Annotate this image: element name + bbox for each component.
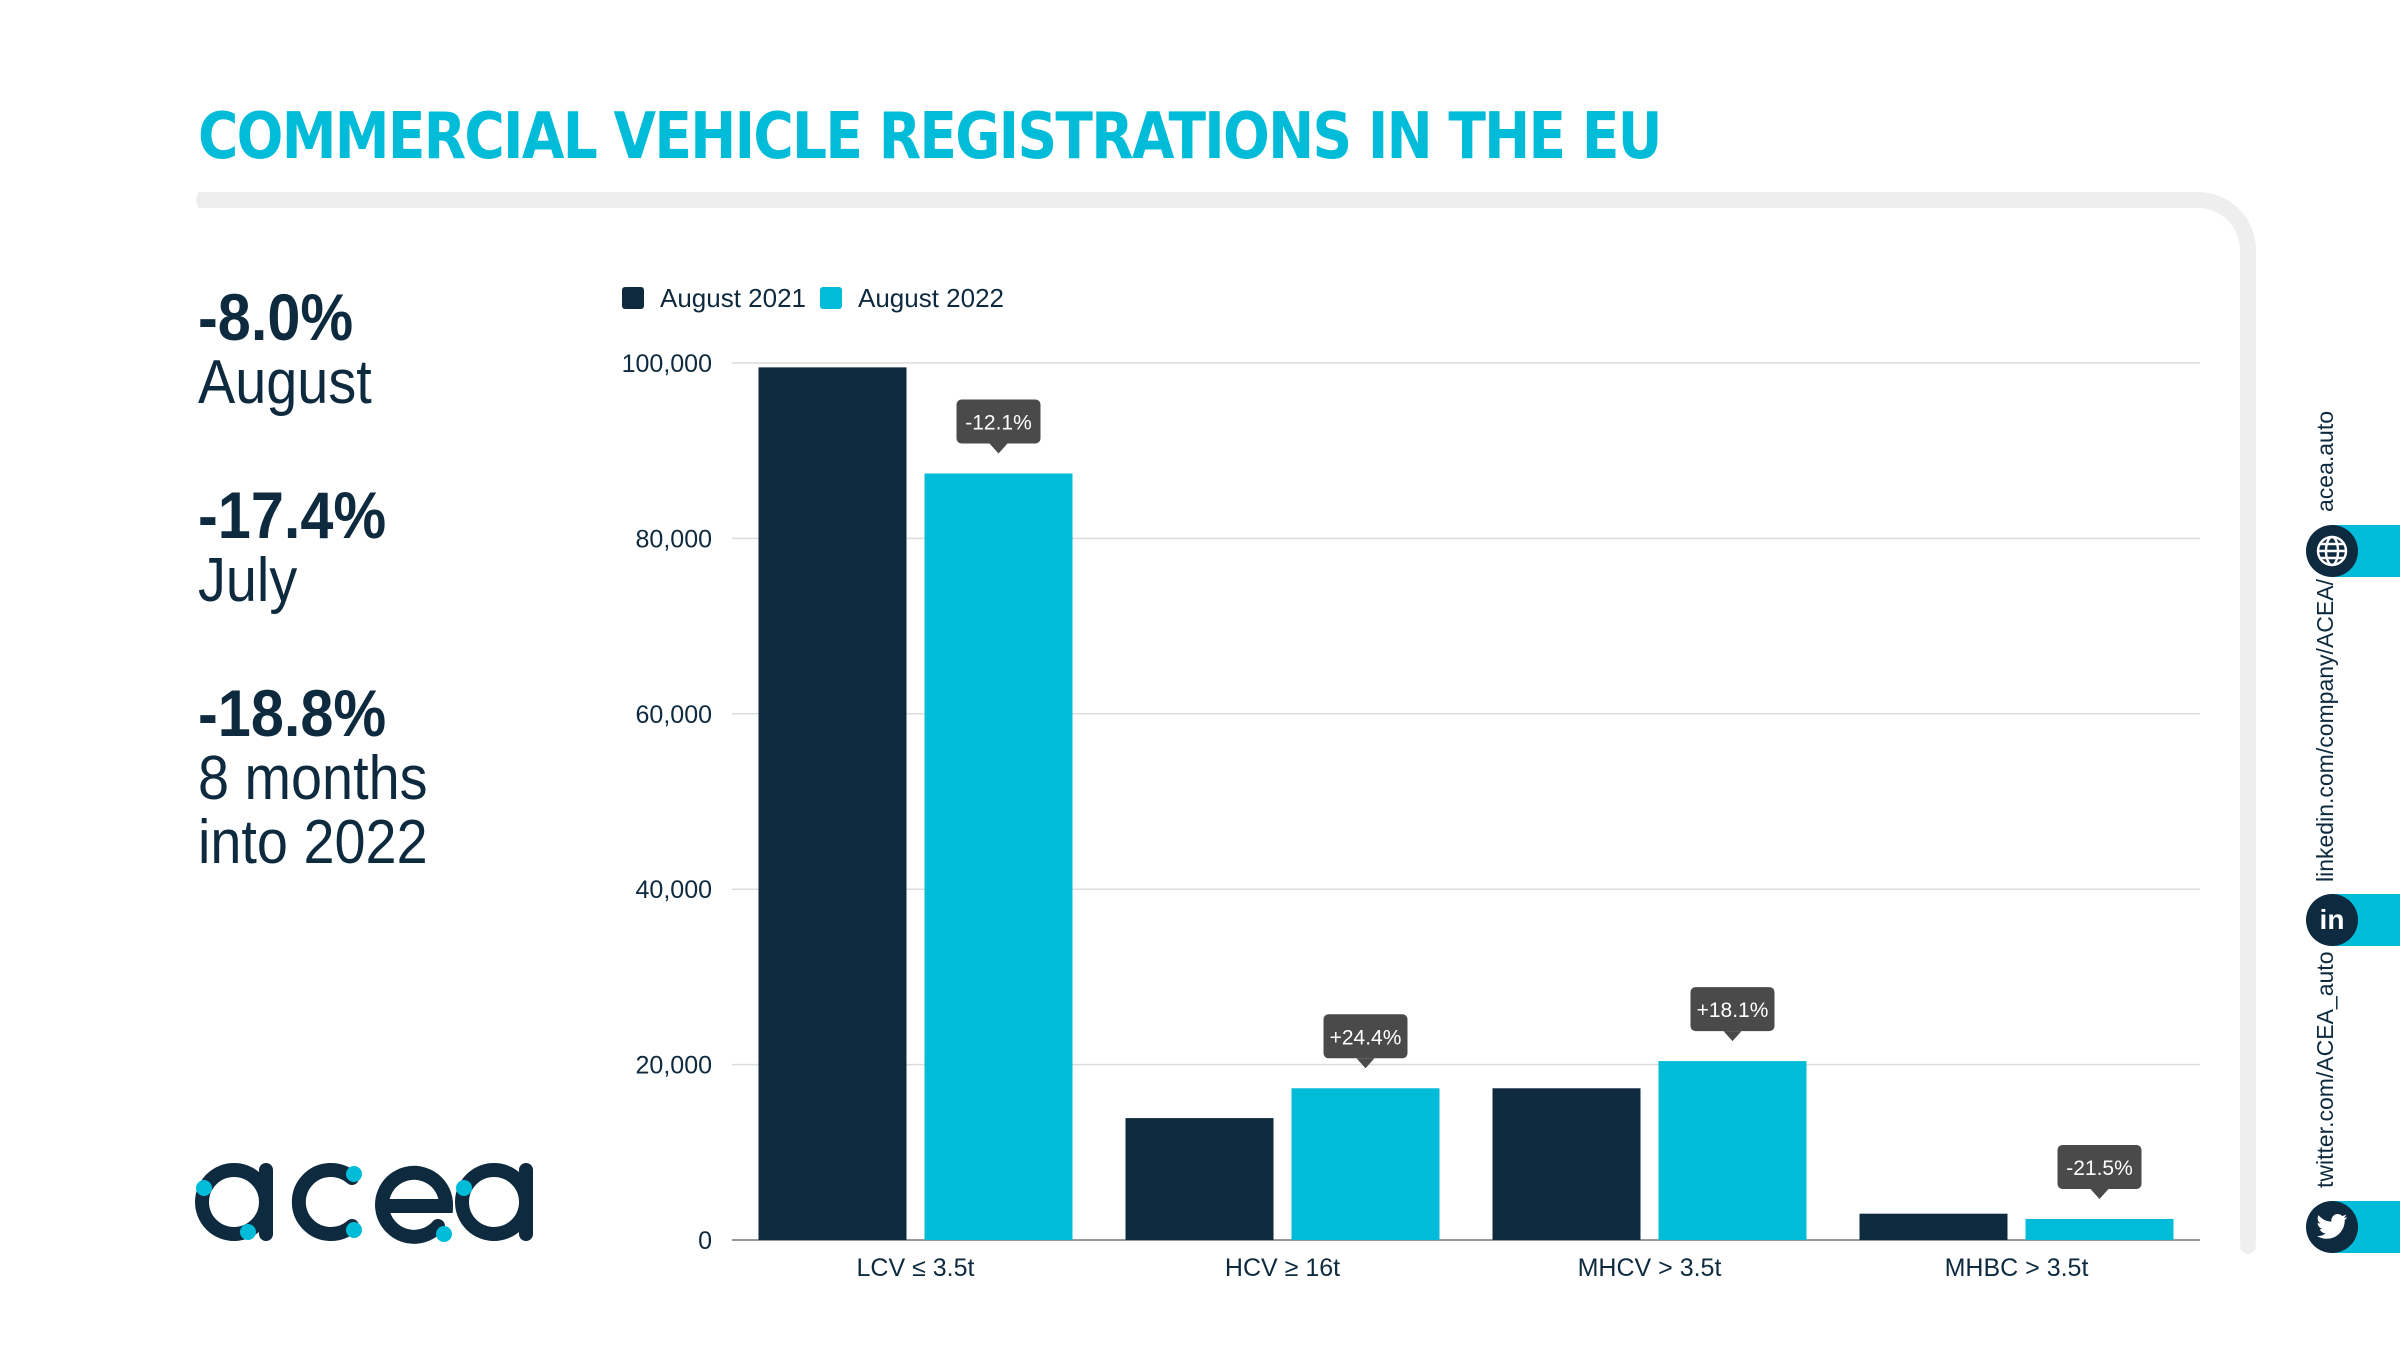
change-badge-box-3 xyxy=(2057,1144,2142,1189)
stat-august: -8.0% August xyxy=(198,284,391,414)
chart-legend: August 2021 August 2022 xyxy=(622,283,1004,313)
stat-ytd-label: 8 months xyxy=(198,744,428,813)
x-tick-label-0: LCV ≤ 3.5t xyxy=(857,1254,975,1282)
y-tick-label-1: 20,000 xyxy=(636,1052,712,1080)
stat-july-percent: -17.4% xyxy=(198,478,387,552)
legend-label-august-2022: August 2022 xyxy=(858,283,1004,313)
twitter-icon[interactable] xyxy=(2306,1201,2358,1253)
stat-ytd: -18.8% 8 months into 2022 xyxy=(198,680,453,874)
change-badge-2: +18.1% xyxy=(1690,987,1775,1042)
y-tick-label-4: 80,000 xyxy=(636,525,712,553)
change-badge-text-0: -12.1% xyxy=(965,412,1032,435)
change-badge-1: +24.4% xyxy=(1323,1014,1408,1069)
y-tick-label-3: 60,000 xyxy=(636,701,712,729)
stat-august-percent: -8.0% xyxy=(198,280,354,354)
change-badge-pointer-1 xyxy=(1356,1058,1375,1069)
change-badges: -12.1% +24.4% +18.1% -21.5% xyxy=(956,399,2142,1199)
change-badge-text-1: +24.4% xyxy=(1330,1026,1402,1049)
twitter-text[interactable]: twitter.com/ACEA_auto xyxy=(2312,951,2338,1189)
y-axis-ticks: 0 20,000 40,000 60,000 80,000 100,000 xyxy=(622,350,712,1255)
y-tick-label-5: 100,000 xyxy=(622,350,712,378)
stat-july-label: July xyxy=(198,546,298,615)
content-frame xyxy=(198,192,2256,1242)
acea-logo xyxy=(195,1163,533,1244)
website-text[interactable]: acea.auto xyxy=(2312,410,2338,512)
change-badge-3: -21.5% xyxy=(2057,1144,2142,1199)
bar-1-1 xyxy=(1291,1088,1440,1240)
globe-icon[interactable] xyxy=(2306,525,2358,577)
change-badge-text-2: +18.1% xyxy=(1697,999,1769,1022)
x-tick-label-2: MHCV > 3.5t xyxy=(1578,1254,1722,1282)
change-badge-box-1 xyxy=(1323,1014,1408,1059)
change-badge-box-2 xyxy=(1690,987,1775,1032)
bar-3-1 xyxy=(2025,1218,2174,1240)
x-tick-label-1: HCV ≥ 16t xyxy=(1225,1254,1340,1282)
bar-3-0 xyxy=(1859,1213,2008,1240)
bar-2-0 xyxy=(1492,1088,1641,1240)
bar-0-1 xyxy=(924,473,1073,1240)
y-tick-label-2: 40,000 xyxy=(636,876,712,904)
change-badge-0: -12.1% xyxy=(956,399,1041,454)
page-title: COMMERCIAL VEHICLE REGISTRATIONS IN THE … xyxy=(198,100,1662,174)
linkedin-text[interactable]: linkedin.com/company/ACEA/ xyxy=(2312,579,2338,882)
stat-ytd-label-2: into 2022 xyxy=(198,808,428,877)
x-axis-labels: LCV ≤ 3.5t HCV ≥ 16t MHCV > 3.5t MHBC > 3.5… xyxy=(857,1254,2089,1282)
bar-1-0 xyxy=(1125,1118,1274,1240)
change-badge-pointer-3 xyxy=(2090,1188,2109,1199)
chart-bars xyxy=(758,367,2174,1240)
legend-swatch-august-2022 xyxy=(820,287,842,309)
bar-0-0 xyxy=(758,367,907,1240)
change-badge-pointer-0 xyxy=(989,443,1008,454)
frame-dot-end xyxy=(2240,1238,2256,1254)
frame-dot-start xyxy=(196,192,212,208)
legend-label-august-2021: August 2021 xyxy=(660,283,806,313)
stat-august-label: August xyxy=(198,348,372,417)
linkedin-icon[interactable]: in xyxy=(2306,894,2358,946)
x-tick-label-3: MHBC > 3.5t xyxy=(1945,1254,2089,1282)
stat-july: -17.4% July xyxy=(198,482,407,612)
change-badge-box-0 xyxy=(956,399,1041,444)
change-badge-pointer-2 xyxy=(1723,1031,1742,1042)
bar-2-1 xyxy=(1658,1061,1807,1240)
legend-swatch-august-2021 xyxy=(622,287,644,309)
change-badge-text-3: -21.5% xyxy=(2066,1157,2133,1180)
y-tick-label-0: 0 xyxy=(698,1227,712,1255)
stat-ytd-percent: -18.8% xyxy=(198,676,387,750)
